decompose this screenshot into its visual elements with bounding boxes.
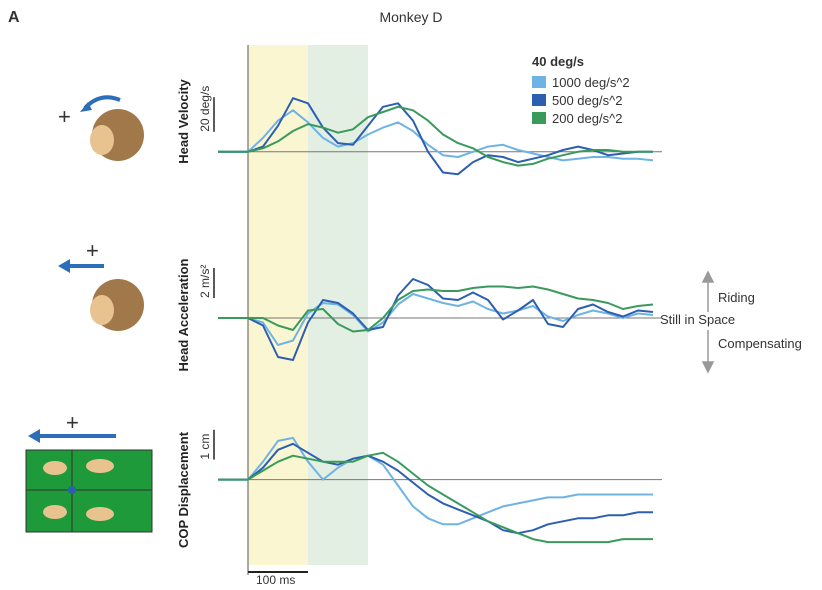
legend-label: 500 deg/s^2 bbox=[552, 93, 622, 108]
legend-label: 1000 deg/s^2 bbox=[552, 75, 630, 90]
time-window bbox=[248, 45, 308, 565]
legend-swatch bbox=[532, 112, 546, 124]
series-line bbox=[218, 451, 653, 544]
icon-acceleration bbox=[58, 259, 144, 331]
annotation: Compensating bbox=[718, 336, 802, 351]
icon-velocity bbox=[80, 95, 144, 161]
icon-platform bbox=[25, 429, 153, 533]
time-scale-label: 100 ms bbox=[256, 573, 295, 587]
icon-sign: + bbox=[86, 238, 99, 263]
scale-label: 2 m/s² bbox=[198, 265, 212, 298]
y-axis-label: COP Displacement bbox=[176, 431, 191, 548]
legend-label: 200 deg/s^2 bbox=[552, 111, 622, 126]
y-axis-label: Head Velocity bbox=[176, 78, 191, 163]
annotation: Still in Space bbox=[660, 312, 735, 327]
scale-label: 1 cm bbox=[198, 434, 212, 460]
legend-swatch bbox=[532, 76, 546, 88]
series-line bbox=[218, 285, 654, 333]
icon-sign: + bbox=[58, 104, 71, 129]
panel-label: A bbox=[8, 9, 20, 26]
series-line bbox=[218, 436, 653, 526]
series-line bbox=[218, 109, 654, 162]
series-line bbox=[218, 97, 653, 176]
scale-label: 20 deg/s bbox=[198, 86, 212, 132]
legend-swatch bbox=[532, 94, 546, 106]
series-line bbox=[218, 105, 653, 167]
annotation: Riding bbox=[718, 290, 755, 305]
series-line bbox=[218, 293, 654, 346]
series-line bbox=[218, 278, 654, 361]
y-axis-label: Head Acceleration bbox=[176, 258, 191, 371]
legend-title: 40 deg/s bbox=[532, 54, 584, 69]
annotation-arrows bbox=[701, 270, 715, 374]
icon-sign: + bbox=[66, 410, 79, 435]
title: Monkey D bbox=[379, 9, 442, 25]
legend: 40 deg/s 1000 deg/s^2 500 deg/s^2 200 deg/… bbox=[532, 54, 630, 126]
series-line bbox=[218, 442, 653, 535]
